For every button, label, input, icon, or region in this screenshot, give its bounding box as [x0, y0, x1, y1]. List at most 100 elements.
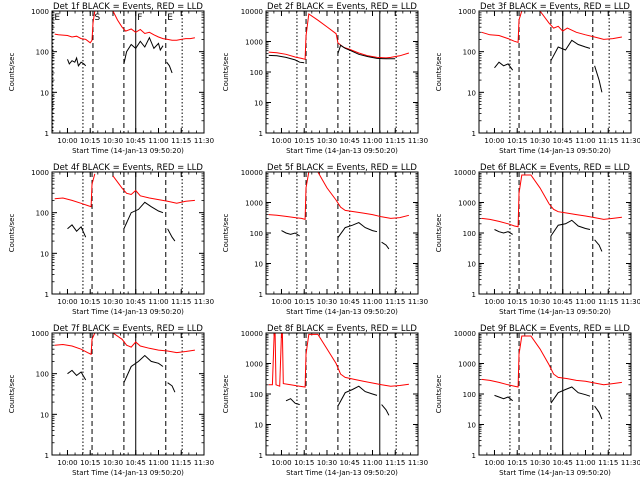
- series-group: [54, 333, 195, 393]
- x-tick-label: 11:00: [362, 137, 382, 145]
- x-tick-label: 10:00: [484, 137, 504, 145]
- y-tick-label: 100: [250, 230, 263, 238]
- x-tick-label: 10:00: [271, 137, 291, 145]
- y-tick-label: 1: [45, 291, 49, 299]
- x-tick-label: 10:15: [507, 298, 527, 306]
- x-tick-label: 10:00: [57, 137, 77, 145]
- events-series-line: [281, 230, 300, 237]
- x-tick-label: 10:30: [530, 137, 550, 145]
- events-series-line: [594, 65, 603, 93]
- x-tick-label: 10:15: [294, 298, 314, 306]
- x-tick-label: 11:15: [598, 298, 618, 306]
- x-tick-label: 10:30: [317, 137, 337, 145]
- y-tick-label: 1000: [31, 330, 49, 338]
- y-tick-label: 1: [472, 291, 476, 299]
- x-axis-label: Start Time (14-Jan-13 09:50:20): [72, 147, 184, 155]
- y-tick-label: 10: [254, 100, 263, 108]
- x-tick-label: 11:15: [171, 137, 191, 145]
- lld-series-line: [481, 174, 622, 228]
- x-tick-label: 10:45: [340, 459, 360, 467]
- x-tick-label: 11:30: [194, 459, 214, 467]
- plot-frame: [51, 332, 205, 456]
- x-tick-label: 11:30: [194, 298, 214, 306]
- lld-series-line: [112, 175, 195, 204]
- y-tick-label: 10: [254, 422, 263, 430]
- y-tick-label: 10: [467, 422, 476, 430]
- x-tick-label: 10:45: [126, 137, 146, 145]
- x-tick-label: 10:30: [103, 137, 123, 145]
- y-tick-label: 10: [254, 261, 263, 269]
- y-tick-label: 10000: [241, 8, 263, 16]
- x-tick-label: 10:00: [271, 298, 291, 306]
- y-tick-label: 1000: [458, 200, 476, 208]
- event-marker-label: F: [137, 13, 142, 23]
- y-tick-label: 1: [259, 452, 263, 460]
- x-tick-label: 11:00: [148, 459, 168, 467]
- event-marker-label: S: [94, 13, 100, 23]
- x-tick-label: 11:30: [408, 459, 428, 467]
- x-tick-label: 10:30: [530, 459, 550, 467]
- x-tick-label: 11:00: [575, 459, 595, 467]
- x-tick-label: 11:00: [148, 137, 168, 145]
- plot-frame: [51, 171, 205, 295]
- panel-7: Det 7f BLACK = Events, RED = LLD Counts/s…: [8, 324, 214, 477]
- y-tick-label: 1000: [458, 8, 476, 16]
- y-tick-label: 1: [472, 130, 476, 138]
- x-tick-label: 10:45: [553, 298, 573, 306]
- x-axis-label: Start Time (14-Jan-13 09:50:20): [286, 147, 398, 155]
- events-series-line: [123, 36, 164, 65]
- y-axis-label: Counts/sec: [222, 214, 230, 253]
- events-series-line: [494, 394, 514, 402]
- panel-2: Det 2f BLACK = Events, RED = LLD Counts/s…: [222, 2, 428, 155]
- chart-title: Det 5f BLACK = Events, RED = LLD: [267, 163, 417, 173]
- events-series-line: [594, 239, 603, 252]
- y-tick-label: 100: [250, 391, 263, 399]
- x-tick-label: 10:45: [340, 137, 360, 145]
- y-tick-label: 1000: [245, 39, 263, 47]
- chart-title: Det 2f BLACK = Events, RED = LLD: [267, 2, 417, 12]
- x-tick-label: 10:00: [484, 298, 504, 306]
- events-series-line: [494, 229, 513, 235]
- lld-series-line: [481, 335, 622, 388]
- chart-title: Det 3f BLACK = Events, RED = LLD: [480, 2, 630, 12]
- y-tick-label: 1000: [245, 200, 263, 208]
- lld-series-line: [54, 173, 96, 208]
- x-tick-label: 10:30: [103, 459, 123, 467]
- y-tick-label: 1: [472, 452, 476, 460]
- plot-frame: [265, 171, 419, 295]
- events-series-line: [67, 224, 87, 238]
- x-tick-label: 10:15: [294, 137, 314, 145]
- x-axis-label: Start Time (14-Jan-13 09:50:20): [286, 308, 398, 316]
- panel-3: Det 3f BLACK = Events, RED = LLD Counts/s…: [435, 2, 640, 155]
- y-axis-label: Counts/sec: [8, 375, 16, 414]
- x-tick-label: 10:30: [317, 298, 337, 306]
- y-tick-label: 10: [40, 89, 49, 97]
- series-group: [54, 11, 195, 74]
- lld-series-line: [268, 172, 310, 221]
- y-tick-label: 100: [463, 49, 476, 57]
- panel-8: Det 8f BLACK = Events, RED = LLD Counts/s…: [222, 324, 428, 477]
- y-tick-label: 100: [36, 49, 49, 57]
- events-series-line: [337, 385, 378, 407]
- panel-9: Det 9f BLACK = Events, RED = LLD Counts/s…: [435, 324, 640, 477]
- events-series-line: [381, 404, 390, 416]
- y-tick-label: 100: [250, 69, 263, 77]
- plot-frame: [51, 10, 205, 134]
- plot-frame: [478, 171, 632, 295]
- y-tick-label: 1: [45, 130, 49, 138]
- x-tick-label: 11:00: [362, 459, 382, 467]
- chart-title: Det 9f BLACK = Events, RED = LLD: [480, 324, 630, 334]
- x-tick-label: 11:00: [575, 137, 595, 145]
- x-tick-label: 11:30: [621, 459, 640, 467]
- series-group: [268, 13, 410, 64]
- events-series-line: [494, 61, 514, 71]
- x-tick-label: 10:45: [126, 298, 146, 306]
- events-series-line: [167, 382, 176, 393]
- x-tick-label: 11:30: [621, 298, 640, 306]
- lld-series-line: [268, 333, 409, 388]
- y-tick-label: 10: [40, 250, 49, 258]
- events-series-line: [166, 61, 173, 74]
- events-series-line: [167, 228, 176, 242]
- y-tick-label: 10: [40, 411, 49, 419]
- series-group: [481, 174, 622, 252]
